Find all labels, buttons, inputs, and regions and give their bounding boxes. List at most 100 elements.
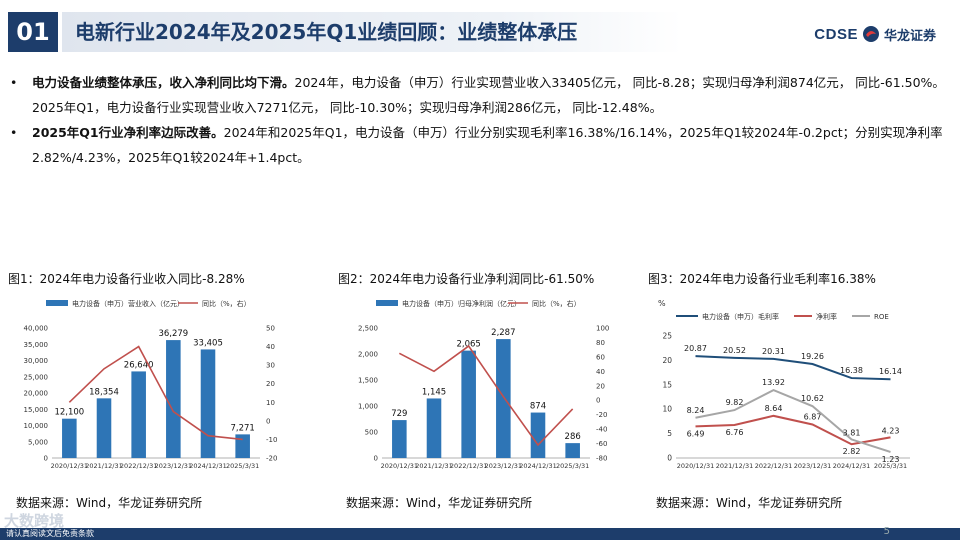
y2-tick-label: 100 <box>596 325 609 333</box>
bar-value-label: 729 <box>391 409 407 419</box>
y2-tick-label: 80 <box>596 339 605 347</box>
y-tick-label: 25,000 <box>24 373 49 381</box>
dragon-logo-icon <box>862 26 879 42</box>
legend-label: 净利率 <box>816 312 837 321</box>
bar-value-label: 286 <box>565 432 581 442</box>
y-tick-label: 500 <box>365 429 378 437</box>
y-tick-label: 35,000 <box>24 341 49 349</box>
data-label: 8.24 <box>687 406 705 415</box>
y-tick-label: 25 <box>662 332 672 341</box>
brand-logo: CDSE 华龙证券 <box>814 20 936 48</box>
x-tick-label: 2022/12/31 <box>450 462 487 470</box>
y-tick-label: 2,000 <box>358 351 378 359</box>
y-tick-label: 0 <box>667 454 672 463</box>
margin-chart-svg: % 电力设备（申万）毛利率 净利率 ROE 0 5 10 15 20 25 20.87 20.52 20… <box>658 299 910 470</box>
bullet-text: 2024年，电力设备（申万）行业实现营业收入33405亿元， 同比-8.28；实… <box>32 75 945 115</box>
y-tick-label: 2,500 <box>358 325 378 333</box>
data-label: 16.38 <box>840 366 863 375</box>
data-label: 20.87 <box>684 344 707 353</box>
bar <box>530 412 546 458</box>
bar-value-label: 12,100 <box>54 408 84 418</box>
y2-tick-label: 60 <box>596 353 605 361</box>
section-number: 01 <box>8 12 58 52</box>
series-line <box>695 355 891 381</box>
bullet-marker: • <box>10 125 18 140</box>
bar <box>496 339 511 458</box>
bar <box>426 398 442 458</box>
legend-line-label: 同比（%，右） <box>202 299 251 308</box>
bar <box>131 371 146 458</box>
chart-source: 数据来源：Wind，华龙证券研究所 <box>656 496 843 510</box>
bar <box>392 420 407 458</box>
x-tick-label: 2023/12/31 <box>485 462 522 470</box>
chart-profit: 图2：2024年电力设备行业净利润同比-61.50% 电力设备（申万）归母净利润… <box>338 270 638 510</box>
bar <box>565 443 580 458</box>
bar <box>96 398 112 458</box>
y-tick-label: 10 <box>662 405 672 414</box>
chart-source: 数据来源：Wind，华龙证券研究所 <box>346 496 533 510</box>
y-tick-label: 20 <box>662 356 672 365</box>
disclaimer-note: 请认真阅读文后免责条款 <box>6 529 94 538</box>
logo-en-text: CDSE <box>814 25 858 43</box>
bullet-revenue: • 电力设备业绩整体承压，收入净利同比均下滑。2024年，电力设备（申万）行业实… <box>8 70 948 120</box>
y-tick-label: 0 <box>374 455 378 463</box>
bar-value-label: 36,279 <box>158 329 188 339</box>
data-label: 9.82 <box>726 398 744 407</box>
x-tick-label: 2020/12/31 <box>381 462 418 470</box>
y2-tick-label: -20 <box>596 411 607 419</box>
logo-cn-text: 华龙证券 <box>883 28 936 44</box>
revenue-chart-svg: 电力设备（申万）营业收入（亿元） 同比（%，右） 0 5,000 10,000 15,00… <box>24 299 278 470</box>
bar <box>166 340 181 458</box>
x-tick-label: 2025/3/31 <box>226 462 259 470</box>
header: 01 电新行业2024年及2025年Q1业绩回顾：业绩整体承压 CDSE 华龙证… <box>0 10 960 58</box>
bar-value-label: 18,354 <box>89 387 119 397</box>
footer-bar: 请认真阅读文后免责条款 <box>0 528 960 540</box>
y-tick-label: 1,500 <box>358 377 378 385</box>
y-tick-label: 30,000 <box>24 357 49 365</box>
legend-bar-label: 电力设备（申万）营业收入（亿元） <box>72 299 184 308</box>
summary-bullets: • 电力设备业绩整体承压，收入净利同比均下滑。2024年，电力设备（申万）行业实… <box>8 70 948 170</box>
x-tick-label: 2024/12/31 <box>833 462 870 470</box>
y2-tick-label: 20 <box>596 382 605 390</box>
x-tick-label: 2021/12/31 <box>85 462 122 470</box>
bar-value-label: 2,065 <box>456 340 480 350</box>
y2-tick-label: 40 <box>596 368 605 376</box>
bullet-margin: • 2025年Q1行业净利率边际改善。2024年和2025年Q1，电力设备（申万… <box>8 120 948 170</box>
chart-source: 数据来源：Wind，华龙证券研究所 <box>16 496 203 510</box>
profit-chart-svg: 电力设备（申万）归母净利润（亿元） 同比（%，右） 0 500 1,000 1,500 2,… <box>358 299 609 470</box>
y2-tick-label: -20 <box>266 455 277 463</box>
chart-title: 图3：2024年电力设备行业毛利率16.38% <box>648 272 876 286</box>
data-label: 19.26 <box>801 352 824 361</box>
y-tick-label: 40,000 <box>24 325 49 333</box>
data-label: 8.64 <box>765 404 783 413</box>
data-label: 6.49 <box>687 429 705 438</box>
data-label: 6.87 <box>804 412 822 421</box>
bullet-headline: 电力设备业绩整体承压，收入净利同比均下滑。 <box>32 75 295 90</box>
bar <box>235 434 250 458</box>
data-label: 20.52 <box>723 346 746 355</box>
x-tick-label: 2021/12/31 <box>716 462 753 470</box>
data-label: 4.23 <box>882 426 900 435</box>
y2-tick-label: -80 <box>596 455 607 463</box>
x-tick-label: 2021/12/31 <box>415 462 452 470</box>
data-label: 13.92 <box>762 378 785 387</box>
x-tick-label: 2023/12/31 <box>155 462 192 470</box>
x-tick-label: 2020/12/31 <box>677 462 714 470</box>
legend-label: 电力设备（申万）毛利率 <box>702 312 779 321</box>
bar-value-label: 26,640 <box>124 360 154 370</box>
legend-line-label: 同比（%，右） <box>532 299 581 308</box>
x-tick-label: 2025/3/31 <box>874 462 907 470</box>
y2-tick-label: 0 <box>596 397 600 405</box>
y2-tick-label: 0 <box>266 417 270 425</box>
data-label: 2.82 <box>843 447 861 456</box>
x-tick-label: 2022/12/31 <box>755 462 792 470</box>
y2-tick-label: -40 <box>596 426 607 434</box>
yoy-line <box>398 344 574 447</box>
chart-revenue: 图1：2024年电力设备行业收入同比-8.28% 电力设备（申万）营业收入（亿元… <box>8 270 308 510</box>
bullet-marker: • <box>10 75 18 90</box>
y-tick-label: 15,000 <box>24 406 49 414</box>
bar <box>200 349 216 458</box>
y-tick-label: 20,000 <box>24 390 49 398</box>
legend-bar-swatch <box>46 300 68 306</box>
y-tick-label: 0 <box>44 455 48 463</box>
